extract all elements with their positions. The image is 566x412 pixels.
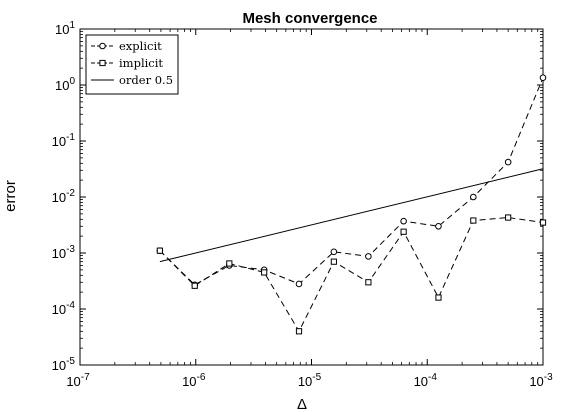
data-point [295, 280, 303, 288]
data-point [330, 258, 337, 265]
data-point [330, 248, 338, 256]
series-layer [156, 74, 547, 335]
series-order-0-5 [159, 168, 544, 263]
series-line [159, 217, 544, 333]
data-point [435, 222, 442, 230]
data-point [400, 228, 407, 235]
series-line [159, 77, 544, 286]
tick-labels-layer: 10-7 10-6 10-5 10-4 10-3 10-5 10-4 10-3 10-2 10-1… [52, 20, 553, 389]
legend-entry: explicit [91, 39, 162, 53]
legend-label: implicit [119, 56, 163, 70]
data-point [226, 260, 233, 267]
data-point [539, 219, 547, 226]
y-tick-label: 10-3 [52, 244, 76, 261]
data-point [191, 282, 198, 289]
data-point [504, 158, 512, 166]
y-tick-label: 10-5 [52, 356, 76, 373]
y-tick-label: 10-2 [52, 188, 76, 205]
x-tick-label: 10-5 [298, 372, 322, 389]
data-point [435, 294, 442, 301]
legend: explicit implicit order 0.5 [85, 34, 179, 95]
x-tick-label: 10-4 [414, 372, 438, 389]
data-point [400, 217, 407, 225]
x-tick-label: 10-6 [182, 372, 206, 389]
chart-title: Mesh convergence [242, 10, 377, 27]
x-tick-label: 10-7 [66, 372, 90, 389]
series-implicit [156, 214, 547, 335]
legend-entry: implicit [91, 56, 163, 70]
y-tick-label: 10-4 [52, 300, 76, 317]
data-point [261, 269, 268, 276]
legend-label: explicit [119, 39, 162, 53]
data-point [505, 214, 512, 221]
data-point [365, 253, 372, 260]
legend-marker [99, 42, 106, 50]
ticks-layer [79, 28, 544, 366]
y-axis-label: error [2, 180, 19, 212]
y-tick-label: 101 [55, 20, 75, 37]
x-tick-label: 10-3 [529, 372, 553, 389]
legend-entry: order 0.5 [91, 73, 173, 87]
data-point [539, 74, 547, 82]
data-point [470, 193, 477, 201]
series-line [159, 168, 544, 263]
legend-marker [99, 59, 106, 67]
data-point [365, 279, 372, 286]
data-point [295, 328, 303, 335]
data-point [470, 217, 477, 224]
legend-label: order 0.5 [119, 73, 173, 87]
data-point [156, 247, 163, 254]
x-axis-label: Δ [297, 396, 307, 412]
y-tick-label: 10-1 [52, 132, 76, 149]
y-tick-label: 100 [55, 76, 75, 93]
